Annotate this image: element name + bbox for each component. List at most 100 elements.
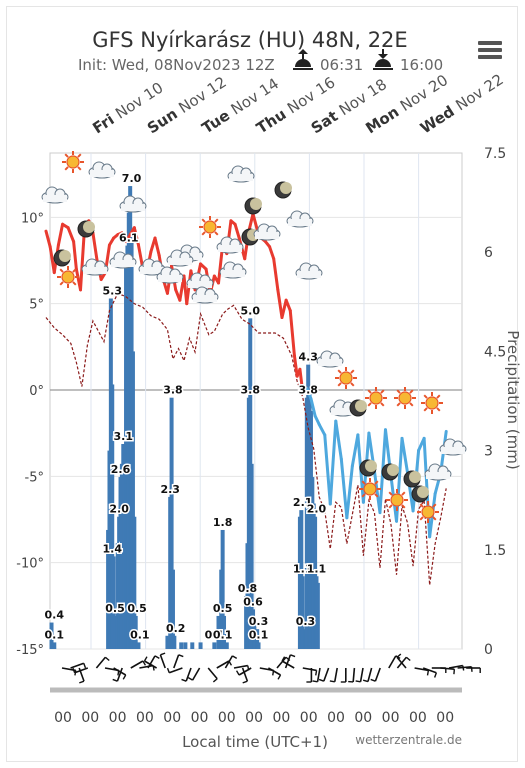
wind-barb-flag (154, 655, 160, 659)
x-tick-label: 00 (272, 710, 290, 726)
precip-bar (133, 615, 138, 649)
temperature-segment (233, 222, 241, 240)
wind-barb (302, 667, 317, 672)
cloud-icon (286, 210, 314, 228)
cloud-icon (316, 350, 344, 368)
cloud-icon (439, 438, 467, 456)
sun-icon (394, 387, 416, 409)
sun-icon (335, 367, 357, 389)
sun-icon (62, 151, 84, 173)
cloud-icon (424, 463, 452, 481)
precip-bar (224, 642, 229, 649)
cloud-icon (109, 251, 137, 269)
precip-value-label: 6.1 (119, 232, 139, 245)
precip-bar (198, 642, 203, 649)
dewpoint-line (45, 292, 447, 586)
wind-barb (139, 664, 154, 669)
precip-value-label: 7.0 (122, 172, 142, 185)
temperature-segment (328, 419, 338, 506)
wind-barb-flag (370, 678, 376, 682)
precip-value-label: 0.6 (243, 595, 263, 608)
wind-barb (224, 655, 234, 669)
wind-barb-flag (232, 655, 238, 659)
x-axis-label: Local time (UTC+1) (182, 733, 328, 751)
precip-bar (110, 384, 115, 649)
wind-barb-flag (178, 654, 184, 658)
precip-bar (111, 556, 116, 649)
y-tick-label: 0° (29, 384, 44, 399)
wind-barb (95, 656, 107, 669)
x-tick-label: 00 (218, 710, 236, 726)
cloud-icon (166, 249, 194, 267)
precip-value-label: 2.3 (160, 483, 180, 496)
wind-barb-flag (290, 654, 296, 658)
precip-value-label: 0.1 (249, 628, 269, 641)
wind-barb (457, 665, 472, 669)
wind-barb-flag (104, 656, 110, 662)
precip-bar (113, 615, 117, 649)
precip-bar (169, 397, 174, 649)
precip-bar (183, 642, 188, 649)
wind-barb-flag (312, 680, 318, 683)
precip-bar (170, 569, 175, 649)
wind-barb-flag (396, 653, 402, 658)
wind-barb (359, 667, 364, 682)
wind-barb (396, 656, 407, 669)
precip-bar (222, 615, 227, 649)
cloud-icon (138, 258, 166, 276)
wind-barb (241, 667, 249, 682)
wind-barb (276, 656, 287, 669)
wind-barb (333, 667, 338, 682)
temperature-segment (292, 353, 299, 378)
y2-tick-label: 3 (484, 444, 493, 460)
x-tick-label: 00 (191, 710, 209, 726)
wind-barb (323, 667, 330, 682)
precip-bar (249, 463, 254, 649)
moon-icon (403, 470, 421, 488)
wind-barb (284, 654, 292, 669)
wind-barb-flag (315, 670, 318, 676)
wind-barb (233, 664, 248, 669)
precip-bar (252, 622, 257, 649)
temperature-segment (251, 212, 259, 231)
init-text: Init: Wed, 08Nov2023 12Z (78, 56, 275, 74)
x-tick-label: 00 (382, 710, 400, 726)
wind-barb-flag (277, 674, 282, 680)
wind-barb (207, 667, 218, 680)
precip-value-label: 0.5 (105, 602, 125, 615)
y-tick-label: 5° (29, 298, 44, 313)
wind-barb-flag (362, 679, 369, 683)
precip-value-label: 0.5 (213, 602, 233, 615)
wind-barb (185, 667, 192, 682)
precip-bar (255, 629, 260, 649)
sun-icon (199, 216, 221, 238)
wind-barb-flag (235, 670, 240, 676)
wind-barb (116, 667, 123, 682)
precip-value-label: 3.1 (114, 430, 134, 443)
wind-barb-flag (242, 680, 248, 684)
wind-barb-flag (79, 680, 85, 684)
temperature-segment (339, 457, 349, 520)
cloud-icon (219, 261, 247, 279)
cloud-icon (191, 286, 219, 304)
hamburger-menu-icon[interactable] (478, 41, 502, 61)
wind-barb (159, 654, 166, 669)
precip-value-label: 0.2 (166, 622, 186, 635)
y-tick-label: 10° (21, 211, 44, 226)
y2-tick-label: 0 (484, 642, 493, 658)
wind-barb (216, 660, 230, 669)
cloud-icon (41, 186, 69, 204)
moon-icon (244, 197, 262, 215)
x-tick-label: 00 (136, 710, 154, 726)
precip-value-label: 5.0 (240, 304, 260, 317)
precip-value-label: 0.1 (45, 628, 65, 641)
precip-bar (136, 642, 141, 649)
wind-barb (168, 667, 183, 674)
x-tick-label: 00 (409, 710, 427, 726)
x-tick-label: 00 (245, 710, 263, 726)
sun-icon (365, 387, 387, 409)
wind-barb (147, 655, 156, 669)
cloud-icon (88, 161, 116, 179)
precip-value-label: 1.8 (213, 516, 233, 529)
temperature-segment (298, 367, 305, 394)
